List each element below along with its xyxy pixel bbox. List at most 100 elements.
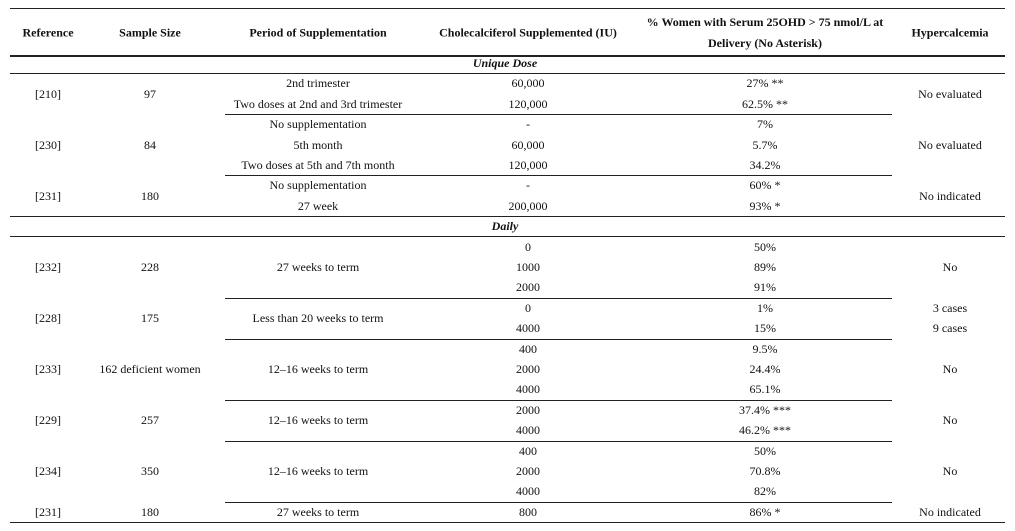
- percent-women: 46.2% ***: [739, 423, 791, 438]
- rule: [10, 522, 1005, 524]
- column-header: Period of Supplementation: [249, 25, 387, 40]
- rule: [225, 114, 892, 116]
- rule: [10, 8, 1005, 9]
- percent-women: 24.4%: [749, 362, 781, 376]
- percent-women: 37.4% ***: [739, 402, 791, 417]
- dose: 120,000: [508, 96, 548, 111]
- column-header: Reference: [22, 25, 74, 40]
- column-header: % Women with Serum 25OHD > 75 nmol/L at …: [646, 15, 884, 50]
- reference: [228]: [35, 311, 61, 325]
- dose: 0: [525, 300, 531, 315]
- sample-size: 180: [141, 504, 159, 519]
- dose: 0: [525, 239, 531, 254]
- percent-women: 9.5%: [752, 341, 778, 356]
- percent-women: 34.2%: [749, 158, 781, 172]
- percent-women: 15%: [754, 321, 776, 336]
- percent-women: 65.1%: [749, 382, 781, 397]
- percent-women: 91%: [754, 280, 776, 295]
- rule: [225, 175, 892, 177]
- period: No supplementation: [269, 178, 367, 193]
- reference: [229]: [35, 413, 61, 427]
- dose: 2000: [516, 402, 540, 417]
- rule: [10, 216, 1005, 218]
- dose: 4000: [516, 423, 540, 438]
- reference: [232]: [35, 260, 61, 274]
- dose: 400: [519, 443, 537, 458]
- percent-women: 7%: [757, 117, 773, 132]
- period: 27 weeks to term: [276, 260, 360, 274]
- percent-women: 27% **: [746, 76, 784, 91]
- column-header: Sample Size: [119, 25, 181, 40]
- reference: [231]: [35, 504, 61, 519]
- period: No supplementation: [269, 117, 367, 132]
- sample-size: 175: [141, 311, 159, 325]
- percent-women: 1%: [757, 300, 773, 315]
- rule: [10, 236, 1005, 238]
- column-header: Cholecalciferol Supplemented (IU): [439, 25, 617, 40]
- percent-women: 5.7%: [752, 137, 778, 152]
- reference: [234]: [35, 464, 61, 478]
- reference: [233]: [35, 362, 61, 376]
- dose: 1000: [516, 260, 540, 274]
- sample-size: 257: [141, 413, 159, 427]
- hypercalcemia: No evaluated: [918, 137, 982, 152]
- percent-women: 50%: [754, 239, 776, 254]
- rule: [225, 399, 892, 401]
- dose: 4000: [516, 484, 540, 499]
- period: 5th month: [293, 137, 343, 152]
- period: Two doses at 2nd and 3rd trimester: [233, 96, 403, 111]
- period: 12–16 weeks to term: [267, 362, 369, 376]
- section-title: Unique Dose: [472, 56, 538, 70]
- dose: 400: [519, 341, 537, 356]
- hypercalcemia: No: [942, 260, 958, 274]
- sample-size: 84: [144, 137, 156, 152]
- reference: [230]: [35, 137, 61, 152]
- rule: [225, 338, 892, 340]
- period: 12–16 weeks to term: [267, 413, 369, 427]
- sample-size: 97: [144, 86, 156, 101]
- dose: -: [526, 178, 530, 193]
- percent-women: 50%: [754, 443, 776, 458]
- percent-women: 70.8%: [749, 464, 781, 478]
- percent-women: 89%: [754, 260, 776, 274]
- hypercalcemia: No: [942, 362, 958, 376]
- period: 12–16 weeks to term: [267, 464, 369, 478]
- reference: [210]: [35, 86, 61, 101]
- sample-size: 228: [141, 260, 159, 274]
- period: Less than 20 weeks to term: [252, 311, 384, 325]
- period: 27 weeks to term: [276, 504, 360, 519]
- hypercalcemia: 3 cases: [932, 300, 968, 315]
- dose: 4000: [516, 382, 540, 397]
- sample-size: 162 deficient women: [99, 362, 201, 376]
- dose: -: [526, 117, 530, 132]
- section-title: Daily: [491, 219, 519, 234]
- dose: 200,000: [508, 198, 548, 213]
- period: 27 week: [297, 198, 339, 213]
- reference: [231]: [35, 188, 61, 203]
- dose: 800: [519, 504, 537, 519]
- period: 2nd trimester: [286, 76, 350, 91]
- rule: [10, 55, 1005, 57]
- percent-women: 82%: [754, 484, 776, 499]
- sample-size: 180: [141, 188, 159, 203]
- hypercalcemia: No evaluated: [918, 86, 982, 101]
- rule: [225, 501, 892, 503]
- dose: 120,000: [508, 158, 548, 172]
- sample-size: 350: [141, 464, 159, 478]
- dose: 2000: [516, 362, 540, 376]
- dose: 2000: [516, 280, 540, 295]
- hypercalcemia: No: [942, 413, 958, 427]
- dose: 60,000: [511, 76, 545, 91]
- dose: 2000: [516, 464, 540, 478]
- rule: [10, 73, 1005, 74]
- hypercalcemia: 9 cases: [932, 321, 968, 336]
- dose: 4000: [516, 321, 540, 336]
- column-header: Hypercalcemia: [911, 25, 989, 40]
- percent-women: 86% *: [749, 504, 781, 519]
- percent-women: 93% *: [749, 198, 781, 213]
- dose: 60,000: [511, 137, 545, 152]
- percent-women: 62.5% **: [742, 96, 788, 111]
- hypercalcemia: No: [942, 464, 958, 478]
- period: Two doses at 5th and 7th month: [241, 158, 395, 172]
